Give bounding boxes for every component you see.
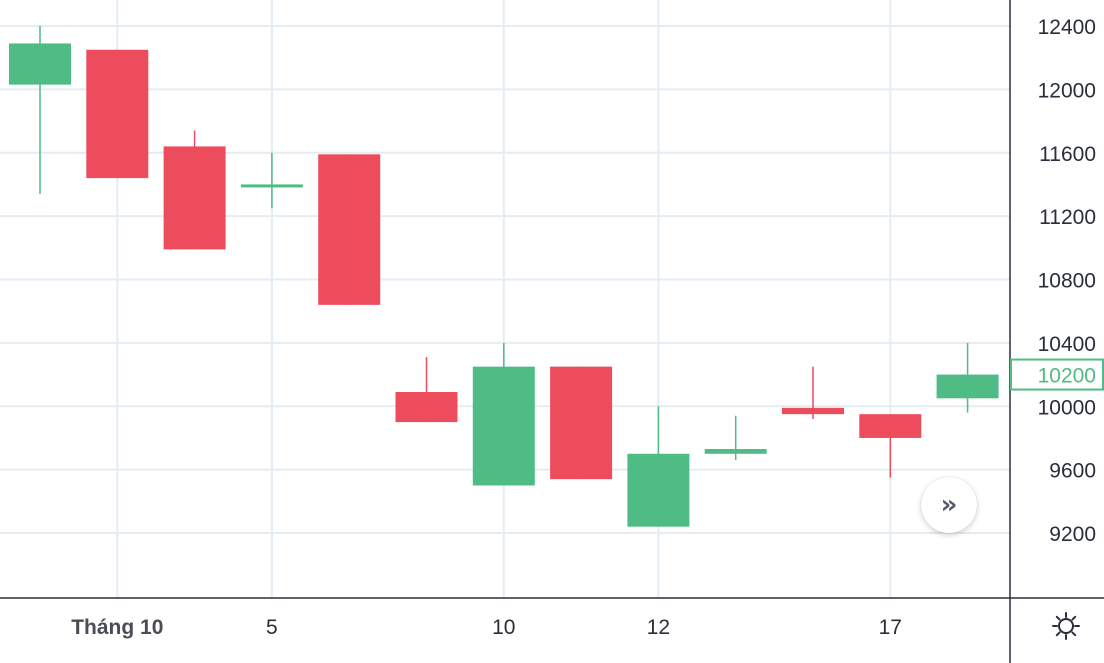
gear-icon xyxy=(1052,612,1080,640)
x-tick-label: 12 xyxy=(647,616,670,639)
last-price-box xyxy=(1010,358,1104,391)
candle-down xyxy=(550,366,613,480)
last-price-label: 10200 xyxy=(1010,358,1104,391)
y-tick-label: 11200 xyxy=(1039,206,1096,229)
candle-down xyxy=(859,414,922,438)
y-tick-label: 9600 xyxy=(1049,460,1096,483)
y-tick-label: 12000 xyxy=(1038,79,1096,102)
candle-down xyxy=(395,391,458,423)
candle-down xyxy=(86,49,149,179)
x-tick-label: Tháng 10 xyxy=(71,616,163,639)
candle-up xyxy=(240,184,303,188)
candle-down xyxy=(163,146,226,250)
settings-button[interactable] xyxy=(1046,606,1086,646)
y-axis-ticks: 9200 9600 10000 10400 10800 11200 11600 12000 12… xyxy=(1038,16,1096,546)
y-tick-label: 10000 xyxy=(1038,396,1096,419)
grid-lines xyxy=(0,0,1010,598)
candle-up xyxy=(472,366,535,486)
x-tick-label: 17 xyxy=(879,616,902,639)
x-axis-ticks: Tháng 10 5 10 12 17 xyxy=(71,616,902,639)
y-tick-label: 10800 xyxy=(1038,270,1096,293)
candles xyxy=(9,26,999,527)
y-tick-label: 12400 xyxy=(1038,16,1096,39)
candle-up xyxy=(627,453,690,527)
y-tick-label: 11600 xyxy=(1039,143,1096,166)
last-price-text: 10200 xyxy=(1038,365,1096,388)
candle-up xyxy=(704,449,767,454)
x-tick-label: 5 xyxy=(266,616,278,639)
candle-down xyxy=(782,407,844,415)
x-tick-label: 10 xyxy=(492,616,515,639)
candle-up xyxy=(936,374,999,399)
double-chevron-right-icon: » xyxy=(940,490,958,520)
scroll-to-realtime-button[interactable]: » xyxy=(921,477,977,533)
y-tick-label: 10400 xyxy=(1038,333,1096,356)
candle-up xyxy=(9,43,71,85)
y-tick-label: 9200 xyxy=(1049,523,1096,546)
candle-down xyxy=(318,154,381,305)
